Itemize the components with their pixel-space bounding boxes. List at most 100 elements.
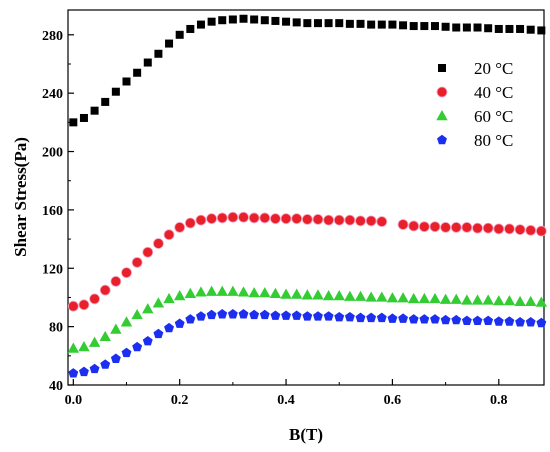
data-point: [120, 316, 133, 327]
data-point: [407, 292, 420, 304]
data-point: [153, 328, 164, 339]
data-point: [322, 289, 335, 301]
data-point: [89, 293, 100, 305]
y-tick-label: 200: [42, 146, 63, 161]
data-point: [367, 20, 376, 29]
data-point: [216, 285, 228, 296]
data-point: [514, 224, 526, 236]
data-point: [131, 257, 143, 268]
data-point: [259, 212, 271, 224]
data-point: [196, 20, 205, 29]
data-point: [399, 21, 408, 30]
data-point: [207, 17, 216, 26]
data-point: [163, 292, 175, 304]
data-point: [333, 214, 345, 226]
data-point: [386, 292, 399, 303]
data-point: [131, 308, 143, 320]
data-point: [409, 22, 418, 31]
data-point: [494, 24, 503, 33]
data-point: [67, 300, 79, 312]
legend-label: 80 °C: [474, 131, 513, 150]
data-point: [535, 225, 547, 237]
data-point: [154, 49, 163, 58]
data-point: [482, 222, 494, 234]
y-tick-label: 240: [42, 87, 63, 102]
data-point: [280, 288, 292, 299]
data-point: [418, 221, 430, 233]
data-point: [110, 323, 122, 334]
data-point: [398, 313, 409, 323]
data-point: [503, 295, 516, 306]
data-point: [312, 213, 324, 225]
data-point: [472, 222, 483, 234]
data-point: [388, 20, 397, 29]
data-point: [227, 211, 239, 223]
data-point: [429, 292, 441, 304]
data-point: [440, 222, 452, 233]
data-point: [493, 316, 504, 326]
data-point: [206, 309, 217, 320]
data-point: [237, 286, 250, 297]
data-point: [195, 286, 207, 297]
series-pentagon: [68, 309, 547, 378]
data-point: [142, 336, 153, 346]
data-point: [142, 303, 154, 314]
data-point: [280, 213, 292, 225]
data-point: [301, 289, 314, 300]
data-point: [484, 24, 493, 33]
data-point: [366, 312, 377, 323]
data-point: [292, 18, 301, 27]
legend-triangle-marker: [436, 110, 448, 121]
data-point: [516, 24, 525, 33]
data-point: [238, 309, 249, 319]
data-point: [356, 19, 365, 28]
data-point: [195, 214, 207, 226]
data-point: [174, 318, 185, 328]
data-point: [537, 26, 546, 35]
data-point: [78, 341, 90, 352]
data-point: [227, 309, 238, 319]
y-tick-label: 160: [42, 204, 63, 219]
data-point: [302, 311, 313, 321]
x-axis-title: B(T): [289, 425, 323, 444]
x-tick-label: 0.4: [277, 393, 295, 408]
data-point: [153, 238, 164, 249]
data-point: [334, 311, 345, 322]
data-point: [173, 289, 186, 301]
data-point: [100, 359, 111, 369]
data-point: [420, 22, 429, 31]
y-tick-label: 120: [42, 262, 63, 277]
data-point: [312, 289, 324, 300]
data-point: [493, 295, 505, 306]
x-tick-label: 0.0: [65, 393, 83, 408]
data-point: [376, 216, 388, 227]
data-point: [69, 118, 78, 127]
data-point: [450, 293, 462, 304]
data-point: [418, 292, 431, 304]
data-point: [514, 295, 526, 307]
data-point: [249, 309, 260, 320]
data-point: [260, 16, 269, 25]
data-point: [248, 287, 260, 298]
data-point: [101, 97, 110, 106]
data-point: [377, 20, 386, 29]
data-point: [227, 285, 239, 296]
data-point: [440, 314, 451, 325]
data-point: [471, 294, 484, 305]
data-point: [303, 19, 312, 28]
data-point: [175, 30, 184, 39]
data-point: [271, 16, 280, 25]
data-point: [165, 39, 174, 48]
y-tick-label: 280: [42, 29, 63, 44]
data-point: [354, 290, 367, 301]
data-point: [110, 276, 122, 287]
data-point: [536, 317, 547, 328]
data-point: [462, 23, 471, 32]
data-point: [345, 19, 354, 28]
data-point: [269, 287, 282, 299]
data-point: [483, 315, 494, 325]
data-point: [430, 22, 439, 31]
data-point: [216, 212, 228, 224]
y-axis-title: Shear Stress(Pa): [11, 137, 30, 257]
